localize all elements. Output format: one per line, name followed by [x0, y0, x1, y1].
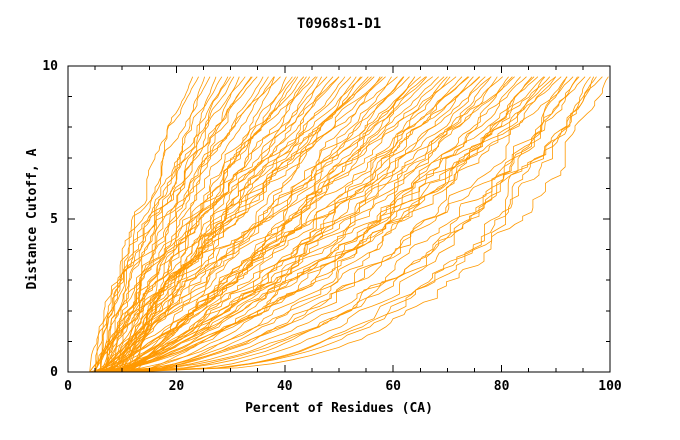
model-curve — [105, 76, 557, 372]
model-curve — [121, 76, 375, 372]
model-curve — [94, 76, 328, 372]
model-curve — [95, 76, 609, 372]
model-curve — [121, 76, 445, 372]
model-curve — [111, 76, 434, 372]
model-curve — [111, 76, 293, 372]
y-tick-label: 0 — [50, 365, 58, 380]
x-tick-label: 80 — [494, 379, 510, 394]
model-curve — [95, 76, 545, 372]
x-tick-label: 60 — [385, 379, 401, 394]
model-curve — [94, 76, 383, 372]
model-curve — [94, 76, 469, 372]
model-curve — [100, 76, 318, 372]
model-curve — [116, 76, 486, 372]
y-tick-label: 10 — [42, 59, 58, 74]
model-curve — [127, 76, 481, 372]
model-curve — [122, 76, 515, 372]
model-curve — [105, 76, 470, 372]
model-curve — [132, 76, 591, 372]
model-curve — [89, 76, 580, 372]
x-axis-title: Percent of Residues (CA) — [245, 401, 433, 416]
model-curve — [111, 76, 463, 372]
model-curve — [105, 76, 480, 372]
y-axis-title: Distance Cutoff, A — [25, 148, 40, 289]
chart-title: T0968s1-D1 — [297, 16, 381, 32]
x-tick-label: 20 — [169, 379, 185, 394]
curves-layer — [89, 76, 609, 372]
model-curve — [94, 76, 398, 372]
x-tick-label: 100 — [598, 379, 622, 394]
model-curve — [105, 76, 551, 372]
model-curve — [94, 76, 258, 372]
model-curve — [100, 76, 246, 372]
model-curve — [111, 76, 513, 372]
model-curve — [111, 76, 363, 372]
model-curve — [111, 76, 323, 372]
model-curve — [95, 76, 567, 372]
model-curve — [116, 76, 448, 372]
model-curve — [95, 76, 539, 372]
model-curve — [105, 76, 231, 372]
model-curve — [100, 76, 281, 372]
model-curve — [116, 76, 416, 372]
model-curve — [95, 76, 492, 372]
model-curve — [127, 76, 428, 372]
model-curve — [100, 76, 253, 372]
model-curve — [89, 76, 509, 372]
model-curve — [111, 76, 533, 372]
model-curve — [100, 76, 211, 372]
model-curve — [100, 76, 597, 372]
model-curve — [89, 76, 439, 372]
model-curve — [111, 76, 603, 372]
model-curve — [105, 76, 269, 372]
model-curve — [100, 76, 386, 372]
x-tick-label: 0 — [64, 379, 72, 394]
model-curve — [100, 76, 352, 372]
model-curve — [116, 76, 205, 372]
model-curve — [105, 76, 275, 372]
model-curve — [121, 76, 305, 372]
model-curve — [116, 76, 296, 372]
x-tick-label: 40 — [277, 379, 293, 394]
tick-labels: 0 20 40 60 80 100 0 5 10 — [42, 59, 622, 394]
model-curve — [100, 76, 595, 372]
model-curve — [100, 76, 492, 372]
model-curve — [121, 76, 372, 372]
model-curve — [100, 76, 422, 372]
model-curve — [116, 76, 557, 372]
axis-ticks — [67, 65, 611, 373]
model-curve — [100, 76, 546, 372]
model-curve — [100, 76, 527, 372]
model-curve — [100, 76, 457, 372]
model-curve — [100, 76, 535, 372]
model-curve — [94, 76, 264, 372]
y-tick-label: 5 — [50, 212, 58, 227]
model-curve — [111, 76, 307, 372]
model-curve — [94, 76, 416, 372]
